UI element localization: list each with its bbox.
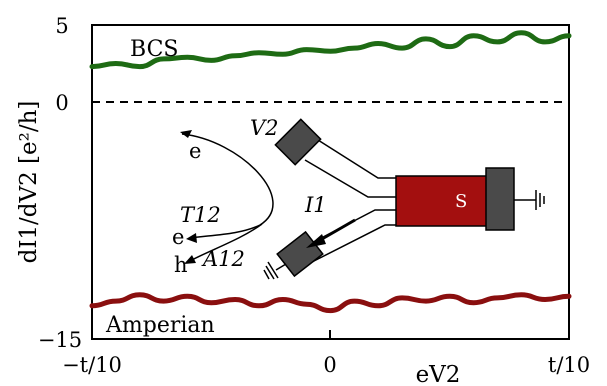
x-tick-label-zero: 0 (323, 353, 336, 377)
lead-upper-inner (304, 159, 398, 198)
y-tick-label-neg15: −15 (38, 328, 82, 352)
series-line-bcs (89, 30, 572, 70)
contact-pad-v2 (274, 118, 322, 166)
x-axis-label: eV2 (416, 362, 461, 386)
transmitted-particle-label: e (172, 225, 184, 249)
incoming-particle-icon (180, 130, 192, 138)
superconductor-block (395, 175, 489, 227)
ground-icon-lower-1 (267, 261, 279, 279)
series-line-amperian (89, 292, 572, 314)
lead-upper (317, 139, 398, 179)
contact-pad-ground (276, 230, 324, 278)
superconductor-contact (485, 167, 515, 231)
transmitted-arrowhead (186, 233, 197, 243)
incoming-trajectory (181, 133, 274, 239)
device-schematic: S V2 I1 e T12 e h A12 (172, 116, 545, 280)
y-axis-label: dI1/dV2 [e²/h] (16, 101, 42, 264)
x-tick-label-right: t/10 (548, 353, 590, 377)
ground-icon-lower-3 (263, 269, 270, 280)
y-tick-label-5: 5 (55, 14, 68, 38)
current-label-i1: I1 (304, 193, 327, 217)
ground-icon-lower-2 (265, 265, 275, 280)
ground-wire-lower (275, 263, 287, 271)
current-arrowhead (306, 234, 326, 248)
andreev-arrowhead (184, 255, 196, 264)
x-tick-label-left: −t/10 (62, 353, 122, 377)
terminal-label-v2: V2 (250, 116, 279, 140)
superconductor-label: S (455, 191, 467, 212)
incoming-particle-label: e (189, 139, 201, 163)
transmitted-label: T12 (180, 203, 221, 227)
y-tick-label-0: 0 (55, 91, 68, 115)
andreev-trajectory (187, 223, 263, 263)
andreev-particle-label: h (174, 253, 188, 277)
series-label-amperian: Amperian (105, 313, 215, 338)
lead-lower-inner (311, 224, 398, 263)
andreev-label: A12 (201, 247, 245, 271)
series-label-bcs: BCS (130, 37, 178, 62)
